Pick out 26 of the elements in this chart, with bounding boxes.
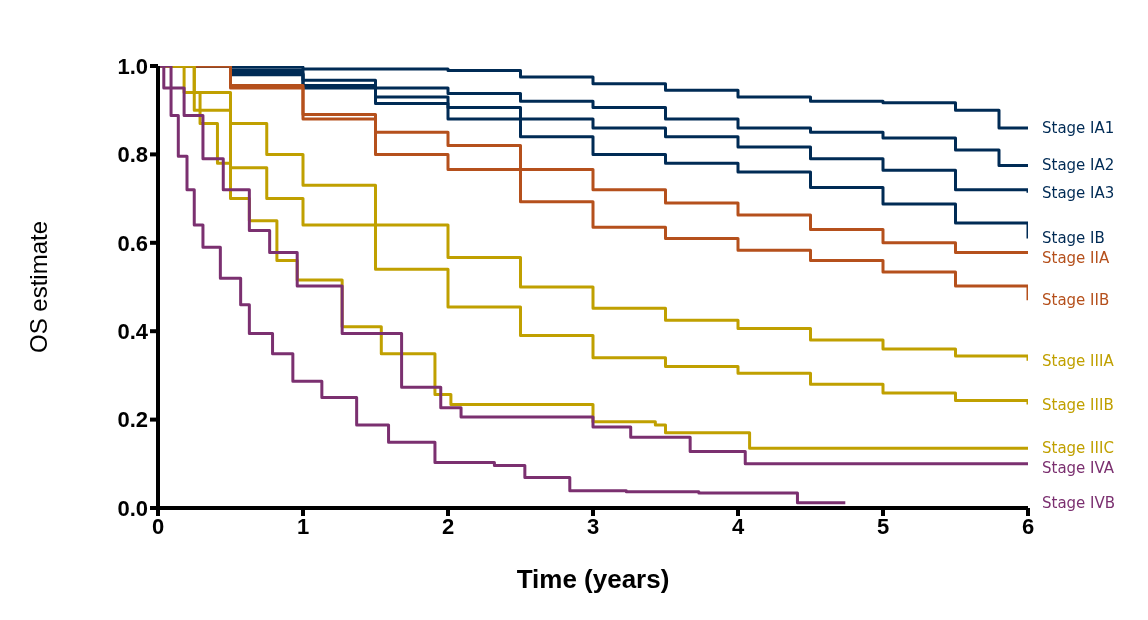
x-tick-label: 2	[441, 513, 455, 539]
series-label: Stage IIIB	[1042, 395, 1114, 414]
y-tick-label: 0.8	[117, 142, 148, 168]
x-tick-label: 6	[1021, 513, 1035, 539]
x-tick-label: 1	[296, 513, 310, 539]
x-tick-label: 0	[151, 513, 165, 539]
x-axis-title: Time (years)	[516, 564, 670, 594]
x-tick-label: 4	[731, 513, 745, 539]
series-label: Stage IIIA	[1042, 351, 1114, 370]
y-tick-label: 0.6	[117, 230, 148, 256]
text: Stage IVB	[1042, 493, 1116, 512]
x-tick-label: 5	[876, 513, 890, 539]
y-tick-label: 0.0	[117, 495, 148, 521]
y-tick-label: 0.2	[117, 407, 148, 433]
y-axis-title: OS estimate	[24, 220, 52, 354]
series-label: Stage IB	[1042, 229, 1105, 248]
x-tick-label: 3	[586, 513, 600, 539]
series-label: Stage IIIC	[1042, 439, 1114, 458]
series-label: Stage IA3	[1042, 183, 1115, 202]
series-label: Stage IA2	[1042, 156, 1115, 175]
series-label: Stage IIB	[1042, 291, 1110, 310]
y-tick-label: 0.4	[117, 319, 149, 345]
series-label: Stage IIA	[1042, 249, 1110, 268]
y-tick-label: 1.0	[117, 53, 148, 79]
series-label: Stage IVA	[1042, 459, 1115, 478]
series-label: Stage IA1	[1042, 118, 1115, 137]
